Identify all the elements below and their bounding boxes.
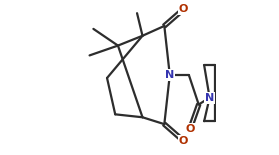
Text: O: O (179, 136, 188, 146)
Text: N: N (205, 93, 214, 103)
Text: O: O (185, 124, 195, 134)
Text: N: N (165, 70, 174, 80)
Text: O: O (179, 4, 188, 14)
